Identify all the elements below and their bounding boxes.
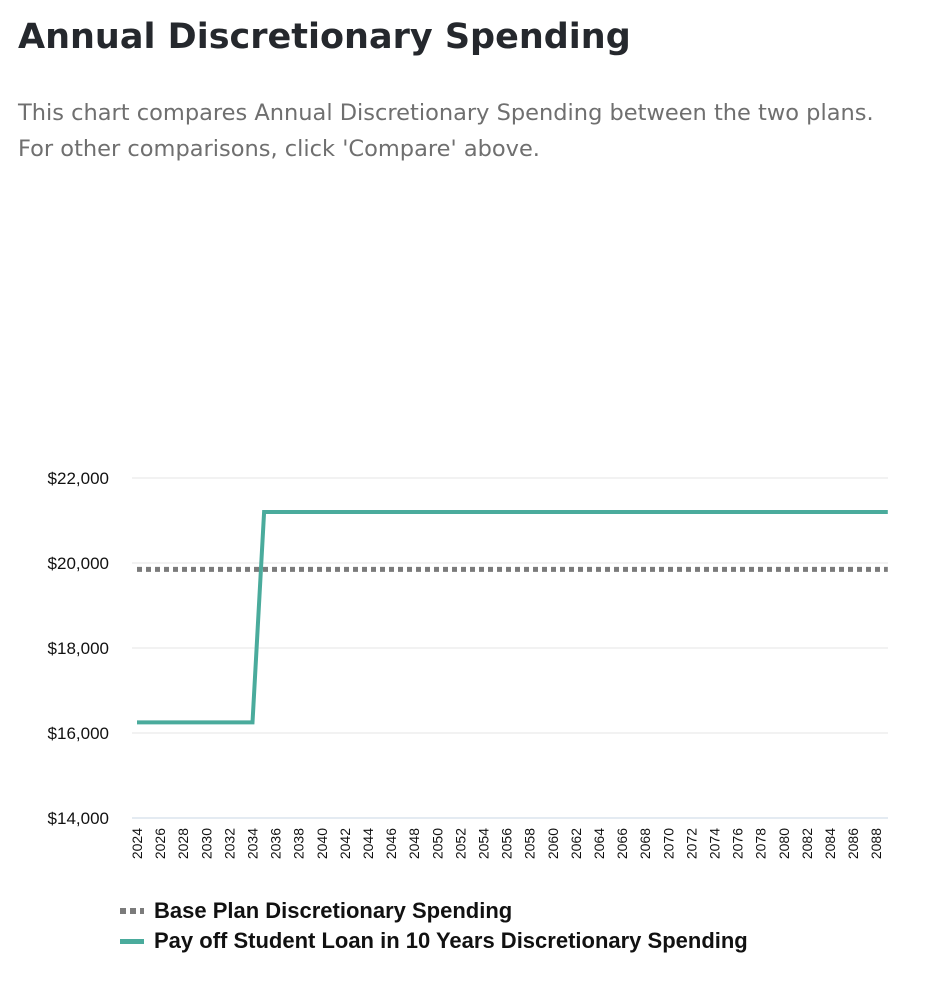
x-tick-label: 2082	[799, 828, 815, 859]
y-axis-ticks: $14,000 $16,000 $18,000 $20,000 $22,000	[48, 469, 109, 828]
page-title: Annual Discretionary Spending	[18, 17, 631, 57]
legend-item-payoff-plan[interactable]: Pay off Student Loan in 10 Years Discret…	[120, 926, 748, 956]
y-tick-label: $16,000	[48, 724, 109, 743]
x-tick-label: 2044	[360, 828, 376, 859]
x-tick-label: 2026	[152, 828, 168, 859]
x-tick-label: 2062	[568, 828, 584, 859]
x-tick-label: 2080	[776, 828, 792, 859]
chart-description: This chart compares Annual Discretionary…	[18, 95, 874, 167]
x-tick-label: 2068	[637, 828, 653, 859]
legend-swatch-dotted	[120, 908, 144, 914]
x-tick-label: 2058	[522, 828, 538, 859]
x-axis-ticks: 2024 2026 2028 2030 2032 2034 2036 2038 2040 2042…	[129, 828, 884, 859]
y-tick-label: $22,000	[48, 469, 109, 488]
chart-legend: Base Plan Discretionary Spending Pay off…	[120, 896, 748, 956]
x-tick-label: 2040	[314, 828, 330, 859]
description-line-2: For other comparisons, click 'Compare' a…	[18, 136, 540, 162]
x-tick-label: 2050	[429, 828, 445, 859]
x-tick-label: 2054	[476, 828, 492, 859]
legend-item-base-plan[interactable]: Base Plan Discretionary Spending	[120, 896, 748, 926]
discretionary-spending-chart: $14,000 $16,000 $18,000 $20,000 $22,000 2024…	[48, 469, 888, 859]
x-tick-label: 2030	[198, 828, 214, 859]
series-lines	[137, 510, 888, 725]
legend-label-base-plan: Base Plan Discretionary Spending	[154, 898, 513, 923]
x-tick-label: 2078	[753, 828, 769, 859]
x-tick-label: 2074	[707, 828, 723, 859]
x-tick-label: 2056	[499, 828, 515, 859]
x-tick-label: 2032	[221, 828, 237, 859]
x-tick-label: 2028	[175, 828, 191, 859]
y-tick-label: $20,000	[48, 554, 109, 573]
x-tick-label: 2042	[337, 828, 353, 859]
legend-label-payoff-plan: Pay off Student Loan in 10 Years Discret…	[154, 928, 748, 953]
x-tick-label: 2064	[591, 828, 607, 859]
y-tick-label: $14,000	[48, 809, 109, 828]
y-tick-label: $18,000	[48, 639, 109, 658]
x-tick-label: 2024	[129, 828, 145, 859]
x-tick-label: 2088	[868, 828, 884, 859]
x-tick-label: 2084	[822, 828, 838, 859]
x-tick-label: 2070	[660, 828, 676, 859]
x-tick-label: 2034	[245, 828, 261, 859]
x-tick-label: 2086	[845, 828, 861, 859]
gridlines	[132, 477, 888, 819]
legend-swatch-solid	[120, 938, 144, 944]
x-tick-label: 2052	[452, 828, 468, 859]
x-tick-label: 2076	[730, 828, 746, 859]
x-tick-label: 2036	[268, 828, 284, 859]
series-line-payoff-plan	[137, 510, 888, 725]
x-tick-label: 2060	[545, 828, 561, 859]
x-tick-label: 2046	[383, 828, 399, 859]
x-tick-label: 2066	[614, 828, 630, 859]
description-line-1: This chart compares Annual Discretionary…	[18, 100, 874, 126]
x-tick-label: 2048	[406, 828, 422, 859]
x-tick-label: 2038	[291, 828, 307, 859]
x-tick-label: 2072	[683, 828, 699, 859]
